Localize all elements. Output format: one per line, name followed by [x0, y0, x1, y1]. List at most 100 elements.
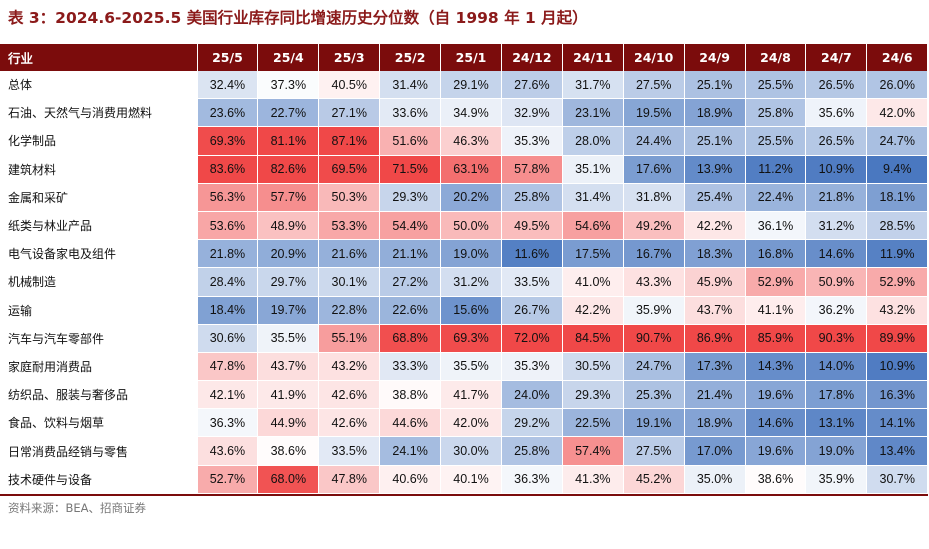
header-row: 行业 25/5 25/4 25/3 25/2 25/1 24/12 24/11 24/10 24…	[0, 44, 929, 71]
value-cell: 33.5%	[318, 436, 381, 466]
value-cell: 42.6%	[318, 408, 381, 438]
column-header: 24/8	[745, 44, 807, 71]
row-label: 日常消费品经销与零售	[0, 436, 198, 466]
value-cell: 21.4%	[684, 380, 746, 410]
value-cell: 33.5%	[501, 267, 563, 297]
value-cell: 43.3%	[623, 267, 685, 297]
value-cell: 19.7%	[257, 296, 320, 325]
table-title: 表 3：2024.6-2025.5 美国行业库存同比增速历史分位数（自 1998…	[8, 9, 588, 27]
value-cell: 16.3%	[866, 380, 929, 410]
value-cell: 22.7%	[257, 98, 320, 128]
value-cell: 41.7%	[440, 380, 502, 410]
value-cell: 69.3%	[440, 324, 502, 353]
value-cell: 18.3%	[684, 239, 746, 269]
value-cell: 41.3%	[562, 465, 624, 494]
row-label: 食品、饮料与烟草	[0, 408, 198, 438]
value-cell: 18.9%	[684, 408, 746, 438]
column-header: 24/11	[562, 44, 624, 71]
value-cell: 25.5%	[745, 126, 807, 156]
value-cell: 36.3%	[501, 465, 563, 494]
value-cell: 27.1%	[318, 98, 381, 128]
row-label: 金属和采矿	[0, 183, 198, 212]
value-cell: 22.5%	[562, 408, 624, 438]
value-cell: 35.5%	[257, 324, 320, 353]
value-cell: 45.2%	[623, 465, 685, 494]
value-cell: 28.4%	[197, 267, 259, 297]
value-cell: 10.9%	[866, 352, 929, 382]
value-cell: 14.0%	[805, 352, 868, 382]
value-cell: 38.6%	[257, 436, 320, 466]
table-row: 建筑材料 83.6% 82.6% 69.5% 71.5% 63.1% 57.8% 35.1% 1…	[0, 155, 929, 184]
value-cell: 29.2%	[501, 408, 563, 438]
column-header: 24/9	[684, 44, 746, 71]
value-cell: 57.4%	[562, 436, 624, 466]
value-cell: 22.8%	[318, 296, 381, 325]
value-cell: 27.2%	[379, 267, 442, 297]
value-cell: 38.6%	[745, 465, 807, 494]
value-cell: 40.5%	[318, 71, 381, 100]
value-cell: 29.1%	[440, 71, 502, 100]
value-cell: 28.5%	[866, 211, 929, 241]
value-cell: 38.8%	[379, 380, 442, 410]
value-cell: 50.9%	[805, 267, 868, 297]
value-cell: 54.6%	[562, 211, 624, 241]
value-cell: 29.3%	[379, 183, 442, 212]
table-row: 纸类与林业产品 53.6% 48.9% 53.3% 54.4% 50.0% 49.5% 54.…	[0, 211, 929, 241]
column-header: 25/5	[197, 44, 259, 71]
value-cell: 19.0%	[440, 239, 502, 269]
value-cell: 26.0%	[866, 71, 929, 100]
value-cell: 31.7%	[562, 71, 624, 100]
value-cell: 17.8%	[805, 380, 868, 410]
row-label: 运输	[0, 296, 198, 325]
value-cell: 48.9%	[257, 211, 320, 241]
table-row: 石油、天然气与消费用燃料 23.6% 22.7% 27.1% 33.6% 34.9% 32.…	[0, 98, 929, 128]
value-cell: 84.5%	[562, 324, 624, 353]
value-cell: 24.4%	[623, 126, 685, 156]
value-cell: 35.3%	[501, 126, 563, 156]
value-cell: 43.2%	[866, 296, 929, 325]
column-header: 25/3	[318, 44, 381, 71]
value-cell: 35.9%	[623, 296, 685, 325]
column-header: 24/7	[805, 44, 868, 71]
value-cell: 35.9%	[805, 465, 868, 494]
column-header: 24/6	[866, 44, 929, 71]
value-cell: 53.6%	[197, 211, 259, 241]
row-label: 纸类与林业产品	[0, 211, 198, 241]
value-cell: 19.6%	[745, 436, 807, 466]
value-cell: 9.4%	[866, 155, 929, 184]
value-cell: 23.1%	[562, 98, 624, 128]
value-cell: 17.5%	[562, 239, 624, 269]
value-cell: 87.1%	[318, 126, 381, 156]
value-cell: 54.4%	[379, 211, 442, 241]
table-row: 运输 18.4% 19.7% 22.8% 22.6% 15.6% 26.7% 42.2% 35.…	[0, 296, 929, 325]
value-cell: 25.8%	[501, 183, 563, 212]
value-cell: 32.9%	[501, 98, 563, 128]
value-cell: 36.3%	[197, 408, 259, 438]
value-cell: 52.9%	[745, 267, 807, 297]
value-cell: 20.9%	[257, 239, 320, 269]
value-cell: 18.1%	[866, 183, 929, 212]
value-cell: 81.1%	[257, 126, 320, 156]
value-cell: 30.5%	[562, 352, 624, 382]
value-cell: 14.3%	[745, 352, 807, 382]
table-row: 日常消费品经销与零售 43.6% 38.6% 33.5% 24.1% 30.0% 25.8%…	[0, 436, 929, 466]
value-cell: 42.0%	[866, 98, 929, 128]
value-cell: 19.1%	[623, 408, 685, 438]
value-cell: 11.6%	[501, 239, 563, 269]
value-cell: 31.2%	[805, 211, 868, 241]
value-cell: 25.3%	[623, 380, 685, 410]
table-row: 纺织品、服装与奢侈品 42.1% 41.9% 42.6% 38.8% 41.7% 24.0%…	[0, 380, 929, 410]
value-cell: 31.4%	[562, 183, 624, 212]
table-row: 机械制造 28.4% 29.7% 30.1% 27.2% 31.2% 33.5% 41.0% 4…	[0, 267, 929, 297]
value-cell: 32.4%	[197, 71, 259, 100]
value-cell: 31.4%	[379, 71, 442, 100]
value-cell: 21.1%	[379, 239, 442, 269]
table-row: 汽车与汽车零部件 30.6% 35.5% 55.1% 68.8% 69.3% 72.0% 84…	[0, 324, 929, 353]
value-cell: 82.6%	[257, 155, 320, 184]
value-cell: 24.1%	[379, 436, 442, 466]
value-cell: 10.9%	[805, 155, 868, 184]
value-cell: 53.3%	[318, 211, 381, 241]
table-row: 金属和采矿 56.3% 57.7% 50.3% 29.3% 20.2% 25.8% 31.4%…	[0, 183, 929, 212]
value-cell: 63.1%	[440, 155, 502, 184]
row-label: 家庭耐用消费品	[0, 352, 198, 382]
